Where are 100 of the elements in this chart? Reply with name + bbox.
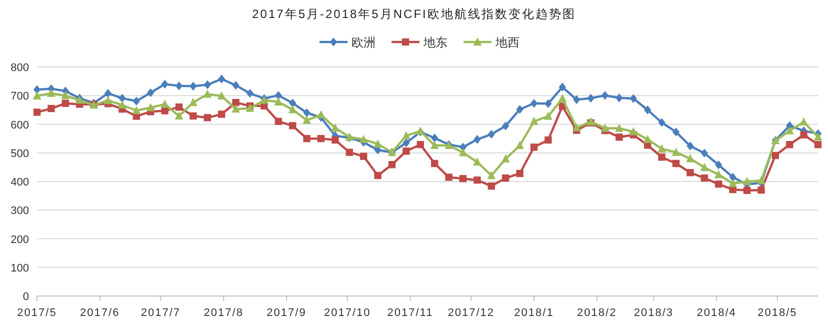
point	[616, 94, 623, 102]
x-tick-label: 2017/10	[324, 307, 371, 319]
point	[814, 140, 822, 148]
point	[274, 90, 282, 100]
point	[700, 148, 708, 158]
point	[331, 123, 340, 132]
point	[474, 135, 481, 144]
point	[218, 110, 226, 118]
point	[814, 132, 822, 140]
point	[303, 134, 310, 142]
point	[388, 161, 396, 168]
point	[487, 170, 496, 180]
x-tick-label: 2018/4	[696, 307, 736, 319]
point	[530, 98, 538, 108]
point	[558, 82, 566, 92]
point	[743, 186, 751, 194]
y-tick-label: 200	[10, 234, 29, 246]
y-tick-label: 100	[10, 262, 29, 274]
point	[232, 104, 240, 113]
point	[431, 160, 438, 168]
point	[672, 148, 680, 156]
point	[402, 131, 410, 140]
x-tick-label: 2018/3	[634, 307, 674, 319]
point	[190, 112, 197, 120]
point	[643, 134, 652, 144]
point	[530, 116, 538, 125]
point	[573, 95, 580, 104]
point	[516, 140, 524, 150]
legend-label: 地东	[422, 36, 448, 50]
y-tick-label: 800	[10, 62, 29, 74]
point	[218, 74, 226, 84]
point	[61, 91, 70, 100]
point	[445, 174, 452, 181]
point	[772, 152, 779, 160]
x-tick-label: 2017/6	[80, 307, 120, 319]
point	[274, 97, 283, 106]
point	[700, 174, 708, 182]
point	[728, 178, 737, 188]
point	[204, 114, 211, 122]
point	[502, 122, 510, 130]
point	[544, 136, 552, 144]
point	[118, 100, 126, 109]
point	[431, 134, 438, 142]
point	[458, 148, 468, 156]
chart-title: 2017年5月-2018年5月NCFI欧地航线指数变化趋势图	[252, 7, 576, 21]
x-tick-label: 2018/5	[758, 307, 798, 319]
point	[217, 91, 226, 100]
point	[700, 162, 709, 172]
x-tick-label: 2017/12	[448, 307, 494, 319]
point	[175, 103, 183, 111]
point	[190, 82, 197, 91]
point	[544, 112, 552, 120]
point	[600, 124, 610, 132]
point	[246, 88, 254, 98]
point	[288, 105, 297, 114]
point	[686, 154, 694, 162]
point	[289, 122, 296, 130]
point	[402, 148, 410, 155]
point	[332, 136, 339, 144]
point	[587, 94, 594, 103]
point	[658, 118, 666, 127]
x-tick-label: 2017/8	[204, 307, 244, 319]
point	[672, 160, 680, 168]
point	[132, 106, 141, 114]
point	[360, 152, 368, 160]
point	[644, 106, 652, 114]
point	[757, 176, 766, 184]
point	[516, 170, 524, 178]
point	[615, 124, 624, 132]
point	[488, 130, 495, 139]
point	[430, 140, 439, 150]
point	[232, 98, 240, 106]
legend-label: 地西	[494, 36, 520, 50]
point	[274, 118, 282, 125]
point	[317, 134, 325, 142]
point	[742, 176, 752, 186]
y-tick-label: 300	[10, 205, 29, 218]
point	[658, 144, 666, 152]
y-tick-label: 500	[10, 148, 29, 160]
point	[800, 117, 808, 126]
point	[416, 140, 424, 148]
x-tick-label: 2017/11	[387, 307, 434, 319]
point	[303, 108, 310, 118]
point	[346, 148, 353, 156]
point	[501, 154, 510, 162]
point	[146, 103, 155, 112]
point	[572, 123, 581, 132]
y-tick-label: 400	[10, 176, 29, 188]
point	[232, 80, 240, 90]
x-tick-label: 2018/2	[577, 307, 617, 319]
point	[629, 127, 638, 136]
point	[132, 96, 140, 106]
x-tick-label: 2017/5	[17, 307, 57, 319]
point	[516, 104, 524, 114]
y-tick-label: 600	[10, 119, 29, 132]
point	[601, 90, 609, 100]
point	[204, 80, 211, 90]
point	[686, 169, 694, 176]
point	[544, 99, 552, 108]
point	[785, 126, 794, 134]
